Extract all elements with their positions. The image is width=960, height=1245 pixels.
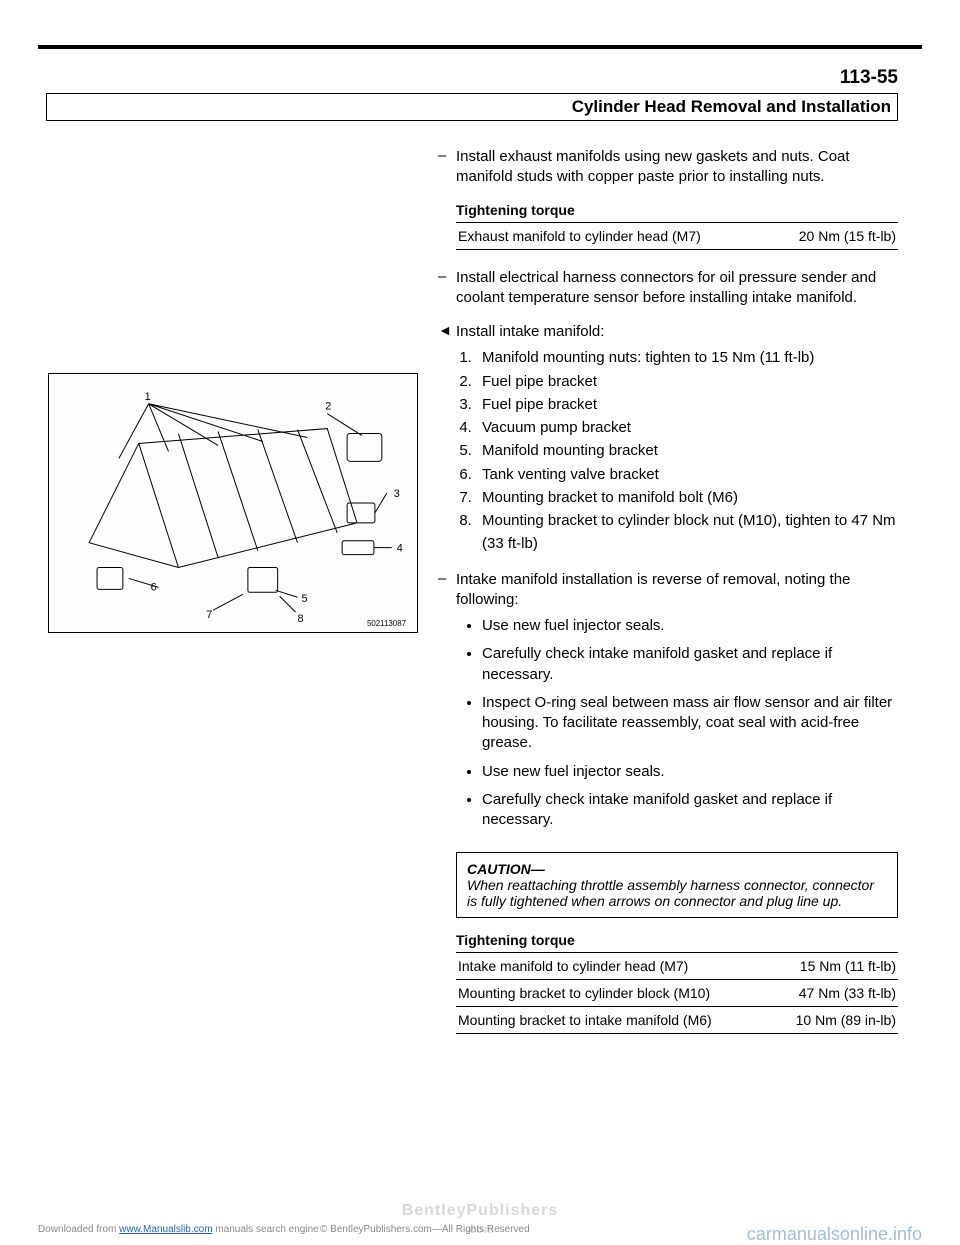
callout-1: 1: [145, 391, 151, 403]
step-body: Install intake manifold: Manifold mounti…: [456, 322, 898, 556]
caution-body: When reattaching throttle assembly harne…: [467, 877, 874, 909]
torque-value: 47 Nm (33 ft-lb): [771, 980, 898, 1007]
step-text: Install exhaust manifolds using new gask…: [456, 147, 898, 188]
torque-value: 20 Nm (15 ft-lb): [769, 222, 898, 249]
list-item: Manifold mounting bracket: [476, 439, 898, 462]
notes-list: Use new fuel injector seals. Carefully c…: [468, 616, 898, 830]
table-row: Exhaust manifold to cylinder head (M7) 2…: [456, 222, 898, 249]
torque-table-2: Intake manifold to cylinder head (M7) 15…: [456, 952, 898, 1034]
step-electrical-harness: – Install electrical harness connectors …: [438, 268, 898, 309]
list-item: Tank venting valve bracket: [476, 463, 898, 486]
list-item: Mounting bracket to manifold bolt (M6): [476, 486, 898, 509]
right-column: – Install exhaust manifolds using new ga…: [438, 147, 922, 1034]
callout-2: 2: [325, 401, 331, 413]
callout-3: 3: [394, 488, 400, 500]
step-body: Intake manifold installation is reverse …: [456, 570, 898, 839]
list-item: Inspect O-ring seal between mass air flo…: [482, 693, 898, 754]
caution-label: CAUTION—: [467, 861, 545, 877]
list-item: Carefully check intake manifold gasket a…: [482, 644, 898, 685]
step-lead: Intake manifold installation is reverse …: [456, 571, 850, 608]
table-row: Mounting bracket to cylinder block (M10)…: [456, 980, 898, 1007]
figure-id: 502113087: [367, 619, 406, 628]
table-row: Intake manifold to cylinder head (M7) 15…: [456, 953, 898, 980]
torque-value: 15 Nm (11 ft-lb): [771, 953, 898, 980]
dash-marker: –: [438, 268, 456, 309]
list-item: Manifold mounting nuts: tighten to 15 Nm…: [476, 346, 898, 369]
callout-7: 7: [206, 609, 212, 621]
torque-label: Exhaust manifold to cylinder head (M7): [456, 222, 769, 249]
left-column: 1 2 3 4 5 6 7 8 502113087: [38, 147, 438, 1034]
page-number: 113-55: [38, 67, 898, 89]
footer-copyright: © BentleyPublishers.com—All Rights Reser…: [320, 1224, 530, 1235]
torque-label: Intake manifold to cylinder head (M7): [456, 953, 771, 980]
step-lead: Install intake manifold:: [456, 323, 604, 340]
intake-manifold-figure: 1 2 3 4 5 6 7 8 502113087: [48, 373, 418, 633]
torque-heading-2: Tightening torque: [456, 932, 898, 948]
list-item: Fuel pipe bracket: [476, 370, 898, 393]
step-install-intake: ◄ Install intake manifold: Manifold moun…: [438, 322, 898, 556]
callout-6: 6: [151, 581, 157, 593]
content-columns: 1 2 3 4 5 6 7 8 502113087 – Install exha…: [38, 147, 922, 1034]
step-text: Install electrical harness connectors fo…: [456, 268, 898, 309]
manualslib-link[interactable]: www.Manualslib.com: [119, 1224, 212, 1235]
list-item: Fuel pipe bracket: [476, 393, 898, 416]
list-item: Vacuum pump bracket: [476, 416, 898, 439]
list-item: Use new fuel injector seals.: [482, 762, 898, 782]
callout-8: 8: [298, 613, 304, 625]
list-item: Use new fuel injector seals.: [482, 616, 898, 636]
torque-heading-1: Tightening torque: [456, 202, 898, 218]
intake-list: Manifold mounting nuts: tighten to 15 Nm…: [476, 346, 898, 555]
torque-label: Mounting bracket to intake manifold (M6): [456, 1007, 771, 1034]
callout-4: 4: [397, 543, 403, 555]
torque-value: 10 Nm (89 in-lb): [771, 1007, 898, 1034]
list-item: Mounting bracket to cylinder block nut (…: [476, 509, 898, 556]
dash-marker: –: [438, 147, 456, 188]
torque-label: Mounting bracket to cylinder block (M10): [456, 980, 771, 1007]
caution-box: CAUTION— When reattaching throttle assem…: [456, 852, 898, 918]
section-title: Cylinder Head Removal and Installation: [46, 93, 898, 121]
dash-marker: –: [438, 570, 456, 839]
torque-table-1: Exhaust manifold to cylinder head (M7) 2…: [456, 222, 898, 250]
footer-left: Downloaded from www.Manualslib.com manua…: [38, 1224, 319, 1235]
step-reverse-removal: – Intake manifold installation is revers…: [438, 570, 898, 839]
top-rule: [38, 45, 922, 49]
list-item: Carefully check intake manifold gasket a…: [482, 790, 898, 831]
arrow-marker: ◄: [438, 322, 456, 556]
callout-5: 5: [301, 593, 307, 605]
table-row: Mounting bracket to intake manifold (M6)…: [456, 1007, 898, 1034]
step-install-exhaust: – Install exhaust manifolds using new ga…: [438, 147, 898, 188]
